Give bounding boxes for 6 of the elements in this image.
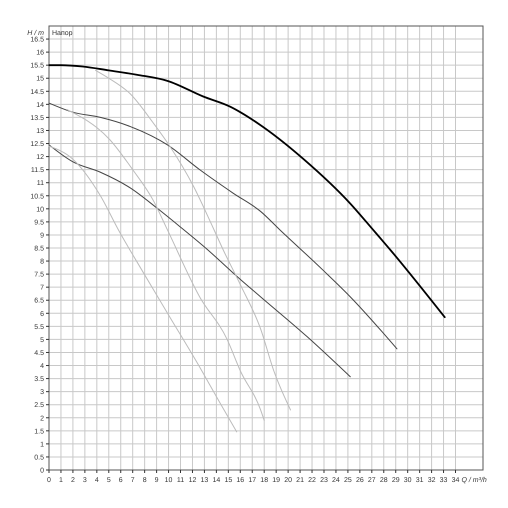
line-series [95, 70, 292, 410]
line-series [48, 146, 238, 432]
line-series [48, 144, 351, 378]
line-series [66, 109, 265, 421]
line-series [48, 102, 398, 350]
line-series [48, 64, 446, 318]
